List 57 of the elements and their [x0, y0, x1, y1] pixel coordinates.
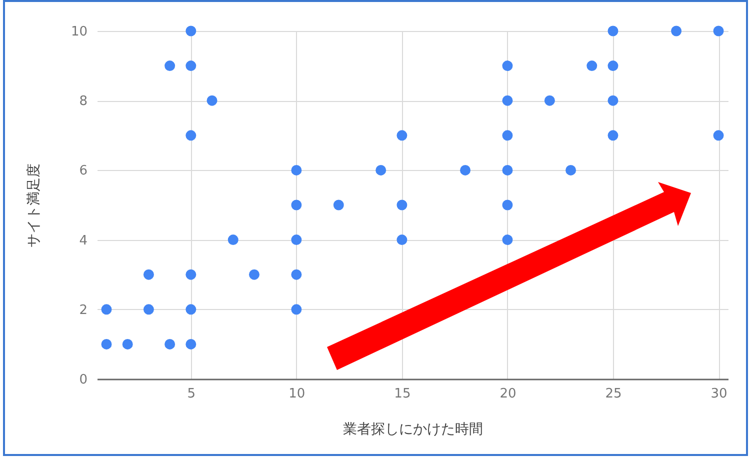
point	[186, 269, 196, 280]
point	[608, 60, 618, 72]
point	[291, 234, 302, 246]
point	[186, 26, 196, 36]
point	[186, 130, 196, 141]
point	[186, 338, 196, 350]
point	[502, 200, 513, 210]
y-tick-label: 4	[79, 233, 88, 248]
point	[164, 60, 176, 72]
y-tick-label: 0	[79, 372, 88, 388]
point	[228, 234, 238, 246]
point	[502, 130, 513, 141]
point	[502, 164, 513, 176]
point	[396, 234, 408, 246]
point	[608, 130, 618, 141]
point	[291, 164, 302, 176]
point	[248, 269, 260, 280]
y-axis-title: サイト満足度	[26, 164, 42, 248]
point	[333, 200, 344, 210]
point	[396, 130, 408, 141]
point	[143, 304, 154, 315]
point	[671, 26, 682, 36]
point	[713, 26, 724, 36]
point	[502, 234, 513, 246]
point	[713, 130, 724, 141]
point	[143, 269, 154, 280]
point	[608, 26, 618, 36]
point	[460, 164, 471, 176]
y-tick-label: 8	[79, 94, 88, 110]
point	[544, 95, 555, 106]
point	[291, 304, 302, 315]
point	[122, 338, 133, 350]
point	[566, 164, 576, 176]
x-tick-label: 10	[288, 386, 306, 402]
point	[291, 200, 302, 210]
x-tick-label: 20	[500, 386, 516, 402]
point	[164, 338, 176, 350]
point	[206, 95, 218, 106]
y-tick-label: 2	[79, 302, 88, 318]
point	[186, 60, 196, 72]
y-tick-label: 6	[79, 164, 88, 179]
point	[291, 269, 302, 280]
point	[101, 338, 112, 350]
point	[186, 304, 196, 315]
x-axis-title: 業者探しにかけた時間	[343, 422, 483, 438]
point	[502, 60, 513, 72]
x-tick-label: 5	[187, 386, 196, 402]
point	[396, 200, 408, 210]
point	[608, 95, 618, 106]
point	[586, 60, 598, 72]
x-tick-label: 30	[710, 386, 728, 402]
point	[502, 95, 513, 106]
x-tick-label: 25	[605, 386, 622, 402]
point	[376, 164, 386, 176]
point	[101, 304, 112, 315]
y-tick-label: 10	[70, 24, 88, 40]
x-tick-label: 15	[394, 386, 411, 402]
